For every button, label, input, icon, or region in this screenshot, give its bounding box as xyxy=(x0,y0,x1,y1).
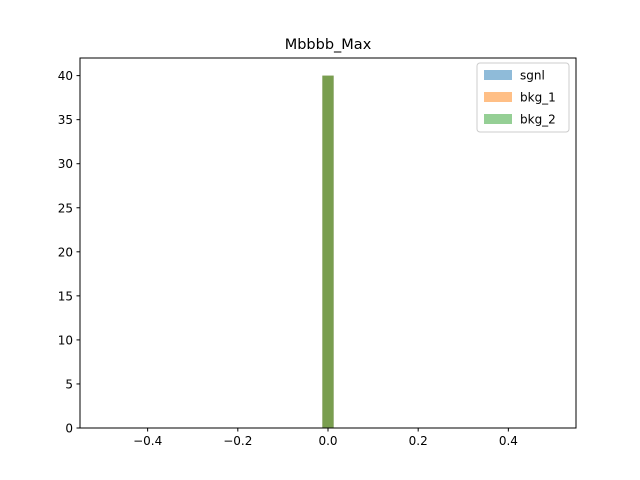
y-tick-label: 35 xyxy=(58,113,73,127)
y-tick-label: 15 xyxy=(58,289,73,303)
y-tick-label: 30 xyxy=(58,157,73,171)
x-tick-label: 0.4 xyxy=(499,434,518,448)
legend: sgnl bkg_1 bkg_2 xyxy=(476,62,570,133)
legend-label: bkg_2 xyxy=(520,113,556,127)
legend-label: bkg_1 xyxy=(520,91,556,105)
x-tick-label: 0.0 xyxy=(318,434,337,448)
x-axis: −0.4 −0.2 0.0 0.2 0.4 xyxy=(133,428,518,448)
y-tick-label: 10 xyxy=(58,333,73,347)
y-tick-label: 5 xyxy=(65,377,73,391)
x-tick-label: −0.4 xyxy=(133,434,162,448)
y-tick-label: 20 xyxy=(58,245,73,259)
y-axis: 0 5 10 15 20 25 30 35 40 xyxy=(58,69,80,436)
legend-swatch xyxy=(484,92,512,102)
legend-swatch xyxy=(484,70,512,80)
legend-label: sgnl xyxy=(520,69,545,83)
y-tick-label: 25 xyxy=(58,201,73,215)
bars-layer xyxy=(322,75,334,428)
bar-bkg-2-0 xyxy=(322,75,334,428)
legend-swatch xyxy=(484,114,512,124)
y-tick-label: 0 xyxy=(65,422,73,436)
chart-title: Mbbbb_Max xyxy=(285,37,372,53)
y-tick-label: 40 xyxy=(58,69,73,83)
x-tick-label: −0.2 xyxy=(223,434,252,448)
x-tick-label: 0.2 xyxy=(409,434,428,448)
